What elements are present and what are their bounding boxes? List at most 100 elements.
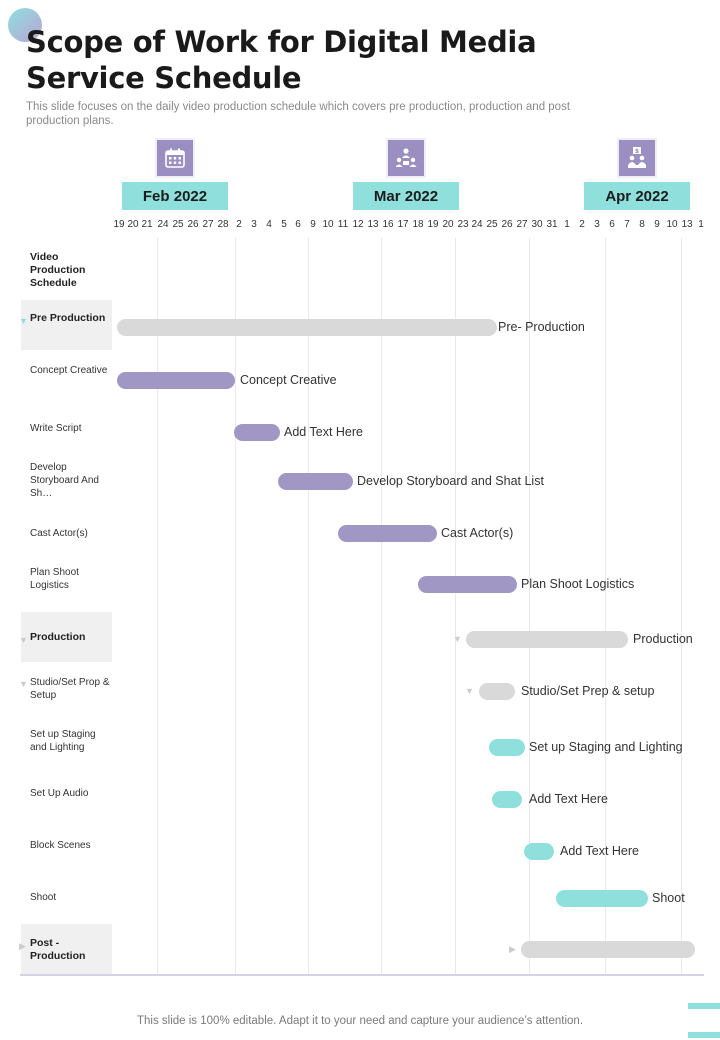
task-bar[interactable]: [418, 576, 517, 593]
bar-label: Studio/Set Prep & setup: [521, 684, 655, 698]
bar-label: Add Text Here: [284, 425, 363, 439]
day-tick: 5: [281, 219, 287, 230]
day-tick: 24: [471, 219, 483, 230]
day-tick: 16: [382, 219, 394, 230]
task-bar[interactable]: [234, 424, 280, 441]
bar-label: Shoot: [652, 891, 685, 905]
day-tick: 11: [337, 219, 349, 230]
task-bar[interactable]: [117, 372, 235, 389]
day-tick: 13: [367, 219, 379, 230]
day-tick: 20: [127, 219, 139, 230]
day-tick: 23: [457, 219, 469, 230]
day-tick: 10: [322, 219, 334, 230]
day-tick: 26: [501, 219, 513, 230]
day-tick: 8: [639, 219, 645, 230]
task-label: Block Scenes: [30, 840, 91, 851]
bar-toggle-arrow-icon[interactable]: ▶: [509, 944, 516, 954]
collapse-arrow-icon[interactable]: ▼: [19, 679, 28, 689]
task-label: Concept Creative: [30, 365, 108, 376]
task-label: Plan Shoot Logistics: [30, 567, 79, 591]
day-tick: 20: [442, 219, 454, 230]
task-bar[interactable]: [524, 843, 554, 860]
group-row-background: [21, 612, 112, 662]
day-tick: 9: [310, 219, 316, 230]
day-tick: 26: [187, 219, 199, 230]
bar-label: Add Text Here: [560, 844, 639, 858]
page-title: Scope of Work for Digital Media Service …: [26, 25, 537, 95]
bar-label: Cast Actor(s): [441, 526, 514, 540]
day-tick: 18: [412, 219, 424, 230]
day-tick: 1: [698, 219, 704, 230]
bar-label: Plan Shoot Logistics: [521, 577, 635, 591]
phase-bar[interactable]: [117, 319, 497, 336]
day-tick: 27: [202, 219, 214, 230]
bar-label: Develop Storyboard and Shat List: [357, 474, 544, 488]
decorative-bar-bottom: [688, 1032, 720, 1038]
calendar-icon: [155, 138, 195, 178]
task-label: Set Up Audio: [30, 788, 89, 799]
chart-baseline: [20, 974, 704, 976]
svg-text:$: $: [635, 148, 639, 155]
day-tick: 7: [624, 219, 630, 230]
day-tick: 3: [251, 219, 257, 230]
bar-label: Concept Creative: [240, 373, 337, 387]
task-label: Develop Storyboard And Sh…: [30, 462, 99, 499]
team-meeting-icon: [386, 138, 426, 178]
task-label: Cast Actor(s): [30, 528, 88, 539]
bar-label: Add Text Here: [529, 792, 608, 806]
day-tick: 2: [579, 219, 585, 230]
day-tick: 31: [546, 219, 558, 230]
phase-label: Pre Production: [30, 312, 106, 324]
footer-note: This slide is 100% editable. Adapt it to…: [136, 1015, 584, 1027]
bar-label: Pre- Production: [498, 320, 585, 334]
day-tick: 28: [217, 219, 229, 230]
bar-toggle-arrow-icon[interactable]: ▼: [453, 634, 462, 644]
grid-line: [605, 238, 606, 974]
dollar-team-icon: $: [617, 138, 657, 178]
task-bar[interactable]: [278, 473, 353, 490]
bar-label: Production: [633, 632, 693, 646]
grid-line: [681, 238, 682, 974]
grid-line: [157, 238, 158, 974]
grid-line: [529, 238, 530, 974]
bar-label: Set up Staging and Lighting: [529, 740, 683, 754]
task-label: Set up Staging and Lighting: [30, 729, 96, 753]
bar-toggle-arrow-icon[interactable]: ▼: [465, 686, 474, 696]
grid-line: [235, 238, 236, 974]
day-tick: 3: [594, 219, 600, 230]
day-tick: 30: [531, 219, 543, 230]
day-tick: 19: [113, 219, 125, 230]
day-tick: 2: [236, 219, 242, 230]
task-bar[interactable]: [556, 890, 648, 907]
task-bar[interactable]: [492, 791, 522, 808]
month-apr: Apr 2022: [584, 182, 690, 210]
phase-bar[interactable]: [466, 631, 628, 648]
grid-line: [455, 238, 456, 974]
month-feb: Feb 2022: [122, 182, 228, 210]
decorative-bar-top: [688, 1003, 720, 1009]
day-tick: 27: [516, 219, 528, 230]
day-axis: 19 20 21 24 25 26 27 28 2 3 4 5 6 9 10 11 12 13 16 17 18 19 20…: [0, 219, 720, 233]
day-tick: 6: [609, 219, 615, 230]
collapse-arrow-icon[interactable]: ▶: [19, 941, 26, 951]
phase-label: Production: [30, 631, 86, 643]
day-tick: 24: [157, 219, 169, 230]
task-bar[interactable]: [338, 525, 437, 542]
collapse-arrow-icon[interactable]: ▼: [19, 635, 28, 645]
day-tick: 19: [427, 219, 439, 230]
day-tick: 21: [141, 219, 153, 230]
task-bar[interactable]: [479, 683, 515, 700]
page-subtitle: This slide focuses on the daily video pr…: [26, 101, 571, 127]
task-label: Shoot: [30, 892, 57, 903]
collapse-arrow-icon[interactable]: ▼: [19, 316, 28, 326]
group-row-background: [21, 924, 112, 974]
task-bar[interactable]: [489, 739, 525, 756]
day-tick: 9: [654, 219, 660, 230]
phase-bar[interactable]: [521, 941, 695, 958]
phase-label: Post - Production: [30, 937, 86, 962]
group-row-background: [21, 300, 112, 350]
day-tick: 12: [352, 219, 364, 230]
task-label: Write Script: [30, 423, 82, 434]
day-tick: 13: [681, 219, 693, 230]
day-tick: 25: [172, 219, 184, 230]
